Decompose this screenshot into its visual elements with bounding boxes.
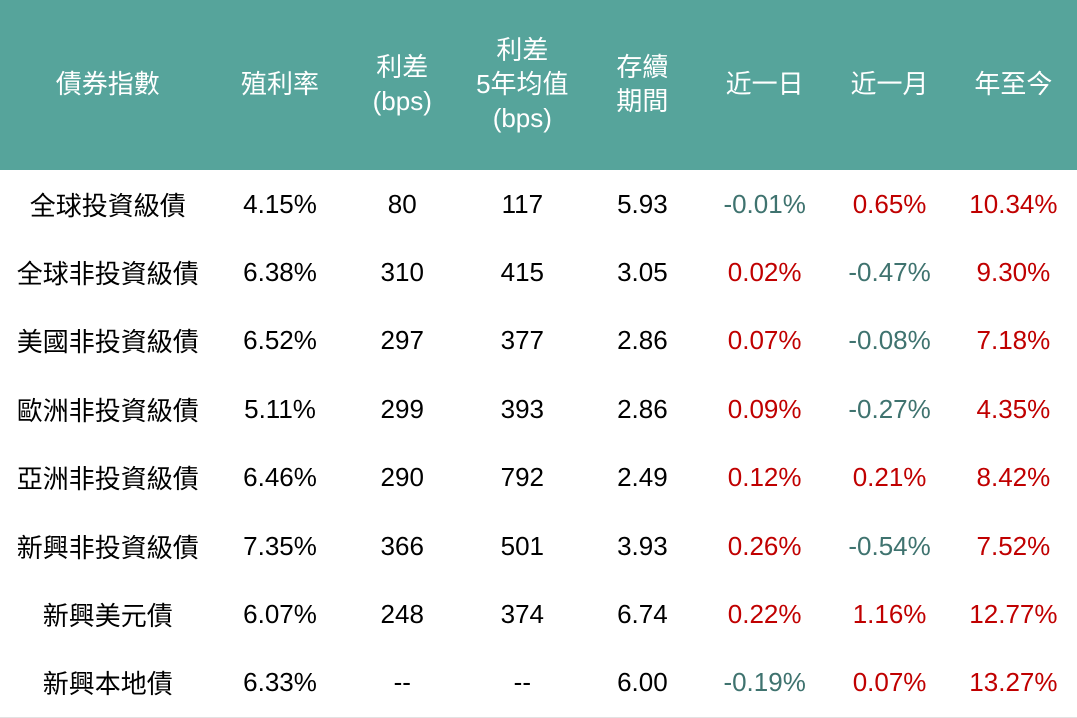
spread-cell: --	[393, 667, 411, 698]
bond-name-cell: 亞洲非投資級債	[16, 464, 199, 495]
duration-cell: 2.86	[617, 393, 668, 424]
change-ytd-cell: 13.27%	[969, 667, 1058, 698]
table-row: 全球非投資級債 6.38% 310 415 3.05 0.02% -0.47% …	[0, 238, 1077, 306]
yield-cell: 6.07%	[243, 598, 317, 629]
change-1d-cell: 0.12%	[727, 462, 802, 493]
change-1d-cell: -0.19%	[723, 667, 806, 698]
change-1d-cell: 0.26%	[727, 530, 802, 561]
change-1m-cell: 1.16%	[852, 598, 927, 629]
column-header-1d-change: 近一日	[725, 69, 804, 100]
bond-name-cell: 全球投資級債	[29, 190, 186, 221]
table-row: 新興美元債 6.07% 248 374 6.74 0.22% 1.16% 12.…	[0, 580, 1077, 648]
duration-cell: 2.49	[617, 462, 668, 493]
yield-cell: 6.38%	[243, 257, 317, 288]
bond-name-cell: 新興非投資級債	[16, 532, 199, 563]
bond-name-cell: 歐洲非投資級債	[16, 395, 199, 426]
change-ytd-cell: 10.34%	[969, 188, 1058, 219]
spread-cell: 310	[380, 257, 424, 288]
spread-5y-cell: 393	[500, 393, 545, 424]
spread-5y-cell: 415	[500, 257, 545, 288]
column-header-ytd-change: 年至今	[974, 69, 1053, 100]
column-header-spread-bps: 利差 (bps)	[372, 52, 432, 116]
bond-name-cell: 新興本地債	[42, 669, 173, 700]
spread-5y-cell: 792	[500, 462, 545, 493]
change-1d-cell: 0.22%	[727, 598, 802, 629]
bond-name-cell: 美國非投資級債	[16, 327, 199, 358]
table-row: 新興本地債 6.33% -- -- 6.00 -0.19% 0.07% 13.2…	[0, 649, 1077, 717]
change-ytd-cell: 9.30%	[976, 257, 1051, 288]
spread-5y-cell: 501	[500, 530, 545, 561]
column-header-spread-5y-avg: 利差 5年均值 (bps)	[476, 35, 569, 133]
spread-cell: 80	[387, 188, 417, 219]
duration-cell: 3.05	[617, 257, 668, 288]
duration-cell: 2.86	[617, 325, 668, 356]
column-header-bond-index: 債券指數	[55, 69, 160, 100]
change-1m-cell: -0.47%	[848, 257, 931, 288]
change-ytd-cell: 8.42%	[976, 462, 1051, 493]
yield-cell: 6.46%	[243, 462, 317, 493]
spread-5y-cell: --	[513, 667, 531, 698]
duration-cell: 3.93	[617, 530, 668, 561]
change-1m-cell: -0.27%	[848, 393, 931, 424]
bond-name-cell: 新興美元債	[42, 600, 173, 631]
spread-cell: 297	[380, 325, 424, 356]
spread-cell: 290	[380, 462, 424, 493]
change-1m-cell: -0.08%	[848, 325, 931, 356]
table-body: 全球投資級債 4.15% 80 117 5.93 -0.01% 0.65% 10…	[0, 170, 1077, 717]
yield-cell: 6.52%	[243, 325, 317, 356]
change-1m-cell: 0.21%	[852, 462, 927, 493]
duration-cell: 6.74	[617, 598, 668, 629]
spread-5y-cell: 374	[500, 598, 545, 629]
table-row: 美國非投資級債 6.52% 297 377 2.86 0.07% -0.08% …	[0, 307, 1077, 375]
table-header-row: 債券指數 殖利率 利差 (bps) 利差 5年均值 (bps) 存續 期間 近一…	[0, 0, 1077, 170]
bond-name-cell: 全球非投資級債	[16, 259, 199, 290]
table-row: 亞洲非投資級債 6.46% 290 792 2.49 0.12% 0.21% 8…	[0, 444, 1077, 512]
change-1m-cell: 0.07%	[852, 667, 927, 698]
change-1d-cell: -0.01%	[723, 188, 806, 219]
change-1m-cell: -0.54%	[848, 530, 931, 561]
column-header-yield: 殖利率	[241, 69, 320, 100]
spread-cell: 299	[380, 393, 424, 424]
change-ytd-cell: 4.35%	[976, 393, 1051, 424]
spread-cell: 366	[380, 530, 424, 561]
change-1d-cell: 0.09%	[727, 393, 802, 424]
change-1m-cell: 0.65%	[852, 188, 927, 219]
table-row: 全球投資級債 4.15% 80 117 5.93 -0.01% 0.65% 10…	[0, 170, 1077, 238]
column-header-1m-change: 近一月	[850, 69, 929, 100]
yield-cell: 4.15%	[243, 188, 317, 219]
duration-cell: 6.00	[617, 667, 668, 698]
yield-cell: 7.35%	[243, 530, 317, 561]
table-row: 歐洲非投資級債 5.11% 299 393 2.86 0.09% -0.27% …	[0, 375, 1077, 443]
spread-5y-cell: 117	[501, 188, 544, 219]
duration-cell: 5.93	[617, 188, 668, 219]
column-header-duration: 存續 期間	[616, 52, 669, 116]
spread-5y-cell: 377	[500, 325, 545, 356]
change-ytd-cell: 12.77%	[969, 598, 1058, 629]
change-1d-cell: 0.02%	[727, 257, 802, 288]
yield-cell: 6.33%	[243, 667, 317, 698]
change-ytd-cell: 7.18%	[976, 325, 1051, 356]
table-row: 新興非投資級債 7.35% 366 501 3.93 0.26% -0.54% …	[0, 512, 1077, 580]
change-ytd-cell: 7.52%	[976, 530, 1051, 561]
yield-cell: 5.11%	[244, 393, 316, 424]
spread-cell: 248	[380, 598, 424, 629]
change-1d-cell: 0.07%	[727, 325, 802, 356]
